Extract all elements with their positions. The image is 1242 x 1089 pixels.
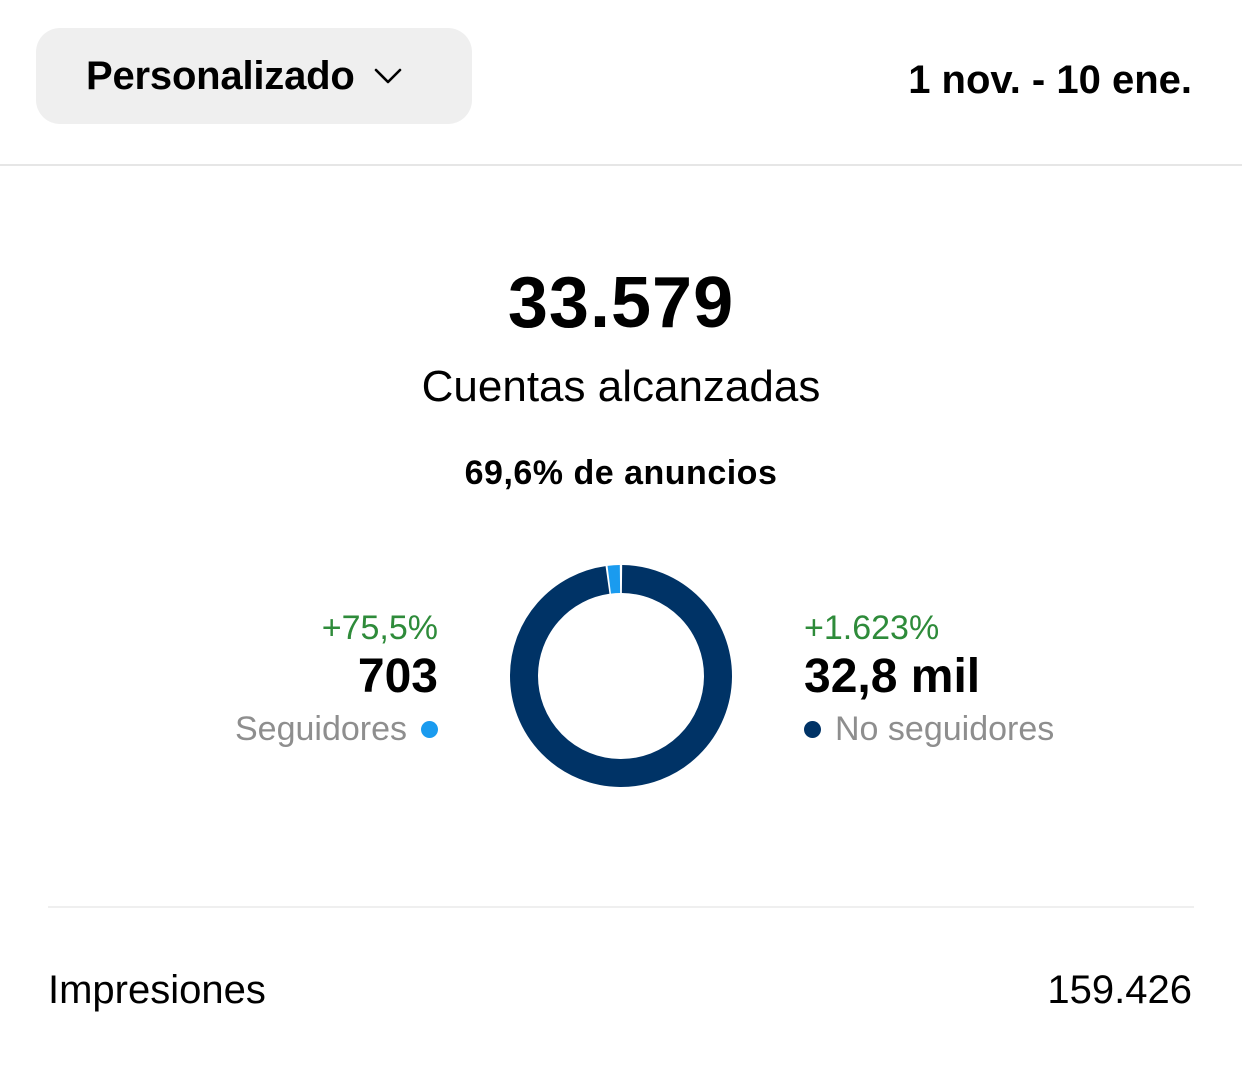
non-followers-label: No seguidores <box>835 710 1055 748</box>
followers-legend-dot <box>421 720 438 738</box>
non-followers-legend-dot <box>804 720 821 738</box>
reach-donut-chart <box>510 565 732 787</box>
accounts-reached-total: 33.579 <box>507 263 735 343</box>
followers-delta: +75,5% <box>321 609 438 647</box>
non-followers-delta: +1.623% <box>804 609 940 647</box>
section-divider <box>48 906 1194 908</box>
followers-stat: +75,5% 703 Seguidores <box>235 608 438 752</box>
ads-share-text: 69,6% de anuncios <box>464 454 778 492</box>
non-followers-stat: +1.623% 32,8 mil No seguidores <box>804 608 1054 752</box>
non-followers-legend: No seguidores <box>804 706 1054 752</box>
impressions-label: Impresiones <box>48 968 266 1012</box>
date-range-text: 1 nov. - 10 ene. <box>908 58 1192 102</box>
followers-legend: Seguidores <box>235 706 438 752</box>
followers-label: Seguidores <box>234 710 407 748</box>
range-selector-label: Personalizado <box>86 53 355 98</box>
donut-segment-followers <box>510 565 732 787</box>
donut-segment-non-followers <box>510 565 732 787</box>
non-followers-value: 32,8 mil <box>804 650 981 703</box>
header: Personalizado 1 nov. - 10 ene. <box>0 0 1242 166</box>
chevron-down-icon <box>374 68 401 84</box>
date-range-selector-button[interactable]: Personalizado <box>36 28 472 124</box>
accounts-reached-label: Cuentas alcanzadas <box>421 362 821 411</box>
followers-value: 703 <box>357 650 438 703</box>
impressions-value: 159.426 <box>1047 968 1192 1012</box>
